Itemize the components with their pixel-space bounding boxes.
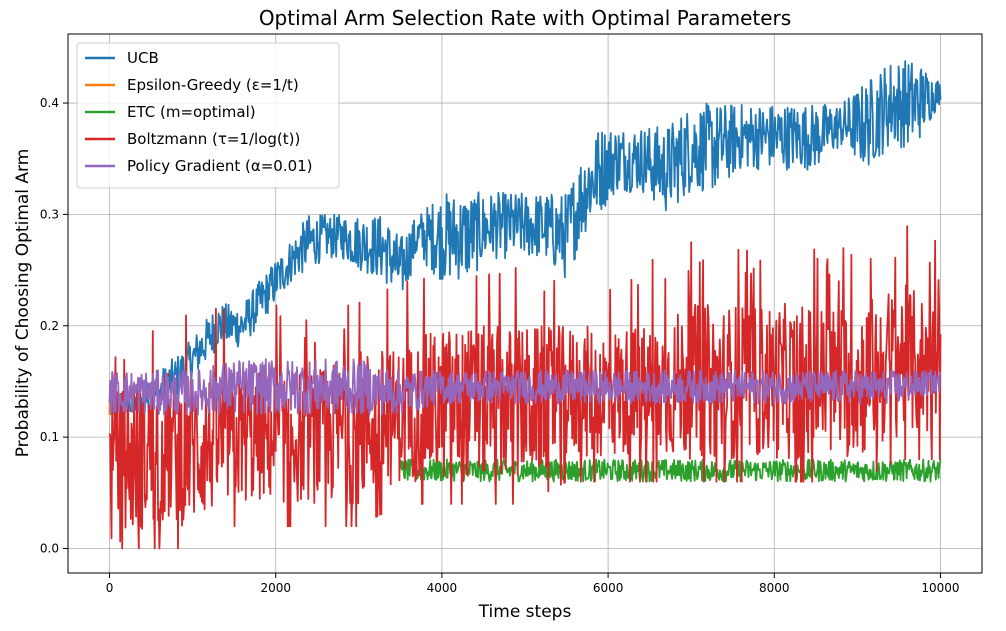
x-tick-label-2: 4000 xyxy=(427,581,458,595)
series-line-0 xyxy=(108,60,942,416)
y-tick-label-1: 0.1 xyxy=(40,430,59,444)
plot-area-border xyxy=(67,33,983,574)
chart-title: Optimal Arm Selection Rate with Optimal … xyxy=(259,6,791,30)
x-tick-label-3: 6000 xyxy=(593,581,624,595)
y-axis: 0.0 0.1 0.2 0.3 0.4 xyxy=(40,96,68,556)
legend-box xyxy=(76,42,340,189)
y-tick-label-4: 0.4 xyxy=(40,96,59,110)
x-axis: 0 2000 4000 6000 8000 10000 xyxy=(106,573,960,595)
series-layer xyxy=(108,60,942,550)
x-tick-label-0: 0 xyxy=(106,581,114,595)
series-line-4 xyxy=(108,358,942,416)
legend-label-1: Epsilon-Greedy (ε=1/t) xyxy=(127,76,299,94)
legend-label-3: Boltzmann (τ=1/log(t)) xyxy=(127,130,300,148)
y-tick-label-2: 0.2 xyxy=(40,319,59,333)
y-tick-label-0: 0.0 xyxy=(40,542,59,556)
series-line-2 xyxy=(399,458,942,483)
legend-label-0: UCB xyxy=(127,49,159,67)
x-tick-label-5: 10000 xyxy=(921,581,959,595)
legend-label-2: ETC (m=optimal) xyxy=(127,103,256,121)
x-tick-label-4: 8000 xyxy=(759,581,790,595)
x-axis-label: Time steps xyxy=(478,602,572,622)
legend: UCB Epsilon-Greedy (ε=1/t) ETC (m=optimal)… xyxy=(76,42,340,189)
x-tick-label-1: 2000 xyxy=(260,581,291,595)
series-line-3 xyxy=(108,225,942,550)
legend-label-4: Policy Gradient (α=0.01) xyxy=(127,157,313,175)
y-axis-label: Probability of Choosing Optimal Arm xyxy=(13,149,33,458)
y-tick-label-3: 0.3 xyxy=(40,207,59,221)
